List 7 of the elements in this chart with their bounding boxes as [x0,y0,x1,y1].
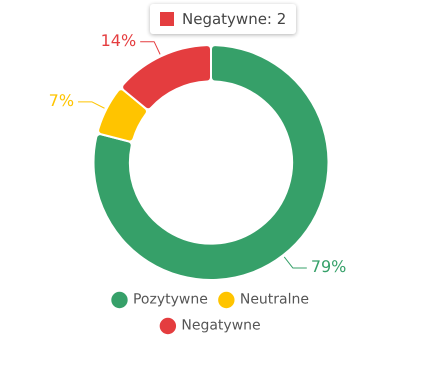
legend-label: Pozytywne [132,292,208,308]
text: Negatywne: 2 [182,10,286,28]
legend-label: Neutralne [240,292,310,308]
data-label: 14% [100,30,136,50]
legend-label: Negatywne [181,318,261,334]
data-label: 79% [310,257,346,276]
data-label: 7% [48,91,74,110]
